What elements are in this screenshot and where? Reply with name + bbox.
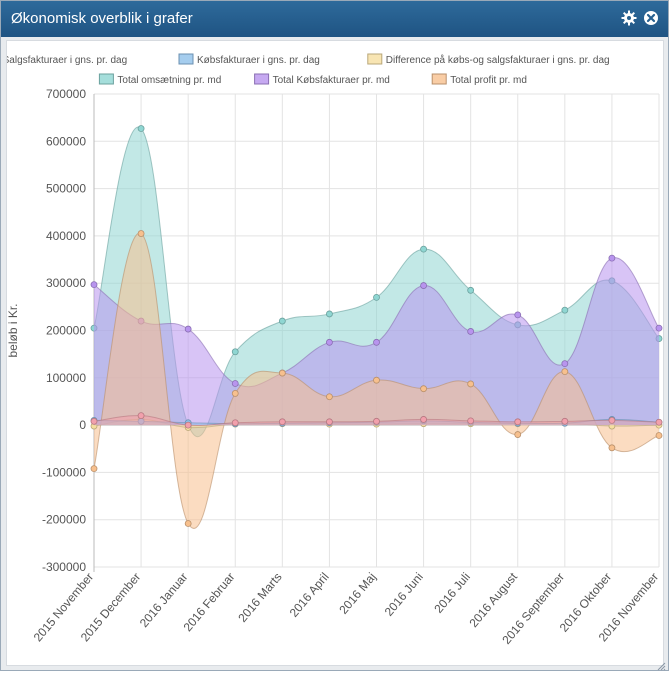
- data-point[interactable]: [655, 324, 663, 332]
- data-point[interactable]: [373, 293, 380, 301]
- y-tick-label: -200000: [42, 513, 86, 527]
- data-point[interactable]: [326, 418, 333, 426]
- legend-label: Total omsætning pr. md: [117, 75, 221, 86]
- data-point[interactable]: [561, 306, 569, 314]
- y-tick-label: -100000: [42, 465, 86, 479]
- data-point[interactable]: [420, 245, 427, 253]
- data-point[interactable]: [231, 380, 239, 387]
- data-point[interactable]: [326, 393, 333, 401]
- data-point[interactable]: [137, 125, 145, 132]
- data-point[interactable]: [184, 421, 192, 429]
- data-point[interactable]: [184, 325, 192, 333]
- legend-swatch: [98, 73, 114, 85]
- data-point[interactable]: [420, 282, 427, 289]
- y-tick-label: 100000: [46, 371, 86, 385]
- data-point[interactable]: [467, 417, 475, 425]
- gear-icon[interactable]: [621, 10, 637, 26]
- resize-handle-icon[interactable]: [656, 658, 666, 671]
- legend-label: Difference på købs-og salgsfakturaer i g…: [386, 54, 610, 66]
- data-point[interactable]: [514, 431, 522, 438]
- legend-swatch: [431, 73, 447, 85]
- x-tick-label: 2016 Januar: [137, 570, 191, 630]
- y-tick-label: 400000: [46, 229, 86, 243]
- legend-label: Salgsfakturaer i gns. pr. dag: [7, 55, 127, 66]
- legend: Salgsfakturaer i gns. pr. dag Købsfaktura…: [3, 53, 610, 86]
- legend-label: Total profit pr. md: [450, 75, 527, 86]
- data-point[interactable]: [231, 348, 239, 356]
- legend-item[interactable]: Total profit pr. md: [431, 73, 527, 86]
- y-tick-label: 0: [79, 418, 86, 432]
- x-tick-label: 2016 Marts: [235, 570, 284, 625]
- legend-swatch: [367, 53, 383, 65]
- data-point[interactable]: [184, 520, 192, 527]
- x-tick-label: 2016 Maj: [336, 570, 378, 617]
- y-tick-label: -300000: [42, 560, 86, 574]
- series-group: [90, 412, 663, 429]
- data-point[interactable]: [373, 376, 380, 384]
- x-tick-label: 2016 Juni: [382, 570, 426, 619]
- data-point[interactable]: [561, 417, 569, 425]
- data-point[interactable]: [467, 286, 475, 294]
- data-point[interactable]: [137, 230, 145, 237]
- legend-item[interactable]: Total omsætning pr. md: [98, 73, 221, 86]
- y-axis-label: beløb i Kr.: [7, 303, 20, 357]
- y-tick-label: 500000: [46, 182, 86, 196]
- y-tick-label: 300000: [46, 276, 86, 290]
- series-group: [90, 230, 663, 529]
- legend-item[interactable]: Salgsfakturaer i gns. pr. dag: [3, 54, 128, 66]
- data-point[interactable]: [608, 444, 616, 452]
- close-icon[interactable]: [643, 10, 659, 26]
- data-point[interactable]: [231, 390, 239, 397]
- legend-swatch: [178, 53, 194, 65]
- legend-item[interactable]: Difference på købs-og salgsfakturaer i g…: [367, 53, 610, 66]
- window-titlebar[interactable]: Økonomisk overblik i grafer: [1, 1, 668, 37]
- data-point[interactable]: [231, 419, 239, 427]
- y-tick-label: 200000: [46, 324, 86, 338]
- x-tick-label: 2016 April: [287, 570, 332, 620]
- data-point[interactable]: [514, 311, 522, 319]
- data-point[interactable]: [514, 418, 522, 426]
- data-point[interactable]: [278, 418, 286, 426]
- data-point[interactable]: [561, 368, 569, 376]
- data-point[interactable]: [467, 328, 475, 335]
- window-title: Økonomisk overblik i grafer: [11, 10, 193, 27]
- data-point[interactable]: [420, 416, 427, 423]
- data-point[interactable]: [137, 412, 145, 420]
- data-point[interactable]: [655, 432, 663, 439]
- series-area: [94, 257, 659, 426]
- data-point[interactable]: [278, 369, 286, 377]
- y-tick-label: 600000: [46, 134, 86, 148]
- data-point[interactable]: [90, 465, 98, 473]
- legend-swatch: [254, 73, 270, 85]
- data-point[interactable]: [278, 317, 286, 325]
- data-point[interactable]: [420, 385, 427, 393]
- data-point[interactable]: [326, 310, 333, 318]
- series-line: [93, 257, 660, 388]
- data-point[interactable]: [373, 338, 380, 346]
- legend-label: Købsfakturaer i gns. pr. dag: [197, 55, 320, 66]
- data-point[interactable]: [90, 417, 98, 425]
- legend-item[interactable]: Total Købsfakturaer pr. md: [254, 73, 390, 86]
- x-tick-label: 2016 Juli: [431, 570, 473, 616]
- chart-panel: Salgsfakturaer i gns. pr. dag Købsfaktura…: [3, 40, 664, 666]
- data-point[interactable]: [373, 417, 380, 425]
- data-point[interactable]: [655, 418, 663, 426]
- data-point[interactable]: [90, 281, 98, 289]
- data-point[interactable]: [467, 380, 475, 388]
- y-tick-label: 700000: [46, 87, 86, 101]
- area-chart: Salgsfakturaer i gns. pr. dag Købsfaktura…: [3, 53, 663, 647]
- legend-item[interactable]: Købsfakturaer i gns. pr. dag: [178, 53, 320, 66]
- data-point[interactable]: [608, 416, 616, 424]
- data-point[interactable]: [561, 360, 569, 368]
- data-point[interactable]: [326, 338, 333, 346]
- data-point[interactable]: [608, 254, 616, 262]
- legend-label: Total Købsfakturaer pr. md: [273, 75, 390, 86]
